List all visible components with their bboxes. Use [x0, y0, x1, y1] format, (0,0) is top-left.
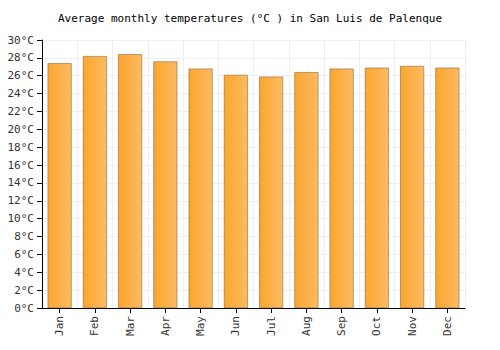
svg-text:10°C: 10°C	[8, 212, 35, 225]
svg-text:Sep: Sep	[335, 316, 348, 336]
svg-text:16°C: 16°C	[8, 159, 35, 172]
svg-text:Aug: Aug	[300, 316, 313, 336]
svg-text:26°C: 26°C	[8, 69, 35, 82]
svg-text:4°C: 4°C	[14, 266, 34, 279]
svg-text:2°C: 2°C	[14, 284, 34, 297]
svg-text:Jul: Jul	[265, 316, 278, 336]
svg-text:Nov: Nov	[406, 316, 419, 336]
svg-text:Feb: Feb	[88, 316, 101, 336]
svg-text:24°C: 24°C	[8, 87, 35, 100]
svg-text:28°C: 28°C	[8, 51, 35, 64]
svg-text:14°C: 14°C	[8, 176, 35, 189]
svg-text:May: May	[194, 316, 207, 336]
svg-text:Average monthly temperatures (: Average monthly temperatures (°C ) in Sa…	[58, 12, 442, 25]
svg-text:22°C: 22°C	[8, 105, 35, 118]
svg-text:Jun: Jun	[229, 316, 242, 336]
svg-text:0°C: 0°C	[14, 302, 34, 315]
svg-text:8°C: 8°C	[14, 230, 34, 243]
svg-text:Oct: Oct	[370, 316, 383, 336]
svg-text:Jan: Jan	[53, 316, 66, 336]
svg-text:Dec: Dec	[441, 316, 454, 336]
svg-text:30°C: 30°C	[8, 34, 35, 47]
svg-text:18°C: 18°C	[8, 141, 35, 154]
svg-text:20°C: 20°C	[8, 123, 35, 136]
svg-text:12°C: 12°C	[8, 194, 35, 207]
svg-text:Mar: Mar	[124, 316, 137, 336]
svg-text:6°C: 6°C	[14, 248, 34, 261]
svg-text:Apr: Apr	[159, 316, 172, 336]
